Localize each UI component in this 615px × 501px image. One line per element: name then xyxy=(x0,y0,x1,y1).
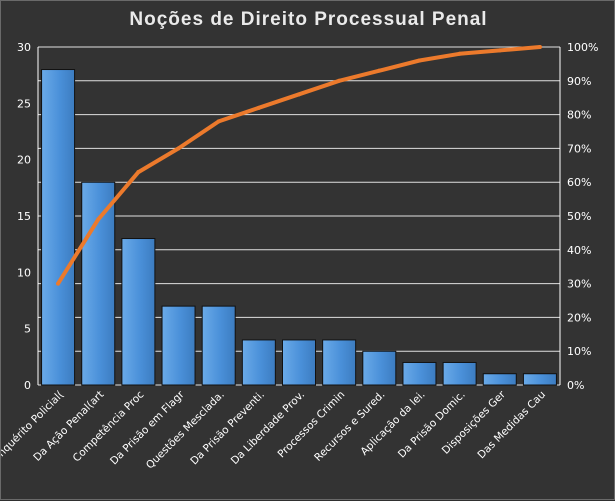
right-tick-label: 10% xyxy=(567,345,591,358)
left-tick-label: 30 xyxy=(17,41,31,54)
right-tick-label: 0% xyxy=(567,379,584,392)
right-tick-label: 40% xyxy=(567,244,591,257)
bar xyxy=(161,305,196,386)
category-label: Inquérito Policial( xyxy=(1,389,66,462)
right-tick-label: 60% xyxy=(567,176,591,189)
left-tick-label: 25 xyxy=(17,97,31,110)
category-label: Da Prisão Preventi. xyxy=(188,389,267,468)
category-label: Da Liberdade Prov. xyxy=(229,389,307,467)
line-point xyxy=(497,48,502,53)
line-point xyxy=(377,68,382,73)
bar xyxy=(322,339,357,386)
category-label: Competência Proc xyxy=(71,388,147,464)
line-point xyxy=(417,58,422,63)
bar xyxy=(402,361,437,386)
line-point xyxy=(337,78,342,83)
category-label: Recursos e Sured. xyxy=(312,389,387,464)
right-tick-label: 70% xyxy=(567,142,591,155)
bar xyxy=(121,238,156,386)
left-tick-label: 10 xyxy=(17,266,31,279)
line-point xyxy=(216,119,221,124)
category-label: Da Ação Penal(art xyxy=(31,389,106,464)
left-tick-label: 15 xyxy=(17,210,31,223)
bar xyxy=(522,373,557,386)
line-point xyxy=(457,51,462,56)
left-tick-label: 5 xyxy=(24,323,31,336)
bar xyxy=(241,339,276,386)
bar xyxy=(362,350,397,386)
line-point xyxy=(136,170,141,175)
bar xyxy=(201,305,236,386)
line-point xyxy=(297,92,301,97)
line-point xyxy=(56,281,61,286)
chart-title: Noções de Direito Processual Penal xyxy=(129,9,488,30)
bar xyxy=(442,361,477,386)
right-tick-label: 20% xyxy=(567,311,591,324)
bar xyxy=(482,373,517,386)
right-tick-label: 50% xyxy=(567,210,591,223)
right-tick-label: 80% xyxy=(567,109,591,122)
left-tick-label: 20 xyxy=(17,154,31,167)
line-point xyxy=(176,146,181,151)
category-label: Questões Mesclada. xyxy=(144,389,227,472)
category-label: Da Prisão em Flagr xyxy=(108,388,187,467)
right-tick-label: 30% xyxy=(567,278,591,291)
category-label: Processos Crimin xyxy=(276,389,348,461)
bar xyxy=(282,339,316,386)
left-tick-label: 0 xyxy=(24,379,31,392)
line-point xyxy=(537,45,542,49)
line-point xyxy=(256,105,261,110)
line-point xyxy=(96,217,101,222)
bar xyxy=(41,69,76,386)
bar xyxy=(81,181,116,386)
right-tick-label: 90% xyxy=(567,75,591,88)
right-tick-label: 100% xyxy=(567,41,598,54)
category-label: Das Medidas Cau xyxy=(475,389,548,462)
category-label: Da Prisão Domic. xyxy=(396,389,468,461)
